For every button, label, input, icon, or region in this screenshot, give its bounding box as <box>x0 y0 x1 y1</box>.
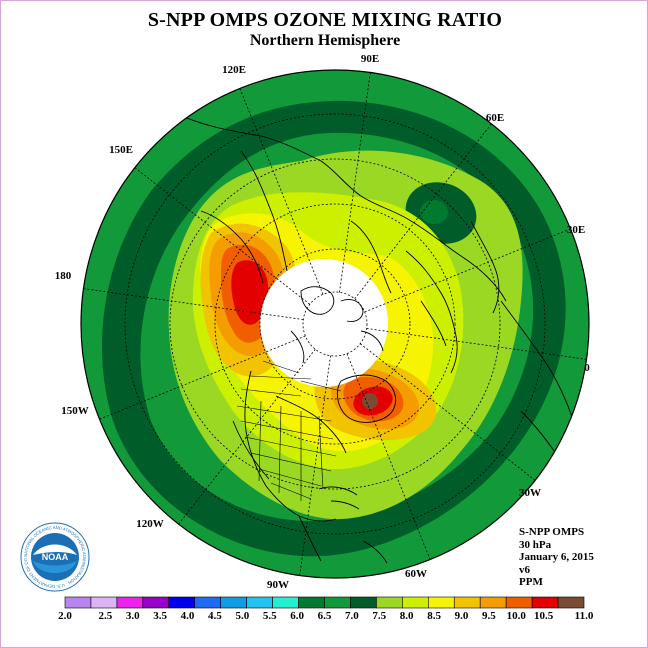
lon-label-60w: 60W <box>405 568 427 580</box>
boundary-line <box>300 380 342 392</box>
lon-label-150e: 150E <box>109 144 133 156</box>
meridian-line <box>354 123 492 300</box>
ozone-field <box>81 70 589 578</box>
political-boundaries <box>236 360 342 501</box>
info-instrument: S-NPP OMPS <box>519 526 585 538</box>
page-subtitle: Northern Hemisphere <box>249 32 401 49</box>
noaa-logo: NOAA NATIONAL OCEANIC AND ATMOSPHERIC AD… <box>19 521 90 592</box>
lon-label-0: 0 <box>584 362 590 374</box>
meridian-line <box>364 228 571 313</box>
field-band-10.5 <box>231 260 269 325</box>
lon-label-30e: 30E <box>567 224 585 236</box>
meridian-line <box>239 88 324 295</box>
boundary-line <box>240 420 334 440</box>
meridians <box>83 72 587 576</box>
meridian-line <box>359 343 536 481</box>
field-max-11.0 <box>362 393 378 409</box>
boundary-line <box>258 400 262 482</box>
info-level: 30 hPa <box>519 538 552 551</box>
lon-label-90e: 90E <box>361 53 379 65</box>
boundary-line <box>250 452 332 472</box>
meridian-line <box>83 288 304 320</box>
lon-label-180: 180 <box>55 270 72 282</box>
lon-label-120e: 120E <box>222 64 246 76</box>
meridian-line <box>99 335 306 420</box>
info-units: PPM <box>519 576 543 588</box>
boundary-line <box>258 468 322 487</box>
latitude-circles <box>124 113 546 535</box>
lon-label-90w: 90W <box>267 579 289 591</box>
info-date: January 6, 2015 <box>519 551 594 563</box>
meridian-line <box>134 167 311 305</box>
meridian-line <box>339 72 371 293</box>
boundary-line <box>236 405 332 422</box>
lon-label-60e: 60E <box>486 112 504 124</box>
page-title: S-NPP OMPS OZONE MIXING RATIO <box>147 9 503 31</box>
boundary-line <box>318 415 324 490</box>
logo-wordmark: NOAA <box>42 552 69 562</box>
meridian-line <box>346 353 431 560</box>
lon-label-30w: 30W <box>519 487 541 499</box>
polar-no-data <box>260 259 388 387</box>
meridian-line <box>299 355 331 576</box>
info-block: S-NPP OMPS 30 hPa January 6, 2015 v6 PPM <box>519 526 594 589</box>
boundary-line <box>240 388 302 397</box>
boundary-line <box>278 405 282 494</box>
info-version: v6 <box>519 563 530 576</box>
boundary-line <box>262 360 300 374</box>
longitude-labels: 90E 60E 30E 0 30W 60W 90W 120W 150W 180 150E 120E <box>55 53 591 591</box>
meridian-line <box>366 328 587 360</box>
lon-label-150w: 150W <box>61 405 89 417</box>
boundary-line <box>248 375 312 380</box>
boundary-line <box>270 482 312 500</box>
lon-label-120w: 120W <box>136 518 164 530</box>
map-boundary <box>80 69 590 579</box>
